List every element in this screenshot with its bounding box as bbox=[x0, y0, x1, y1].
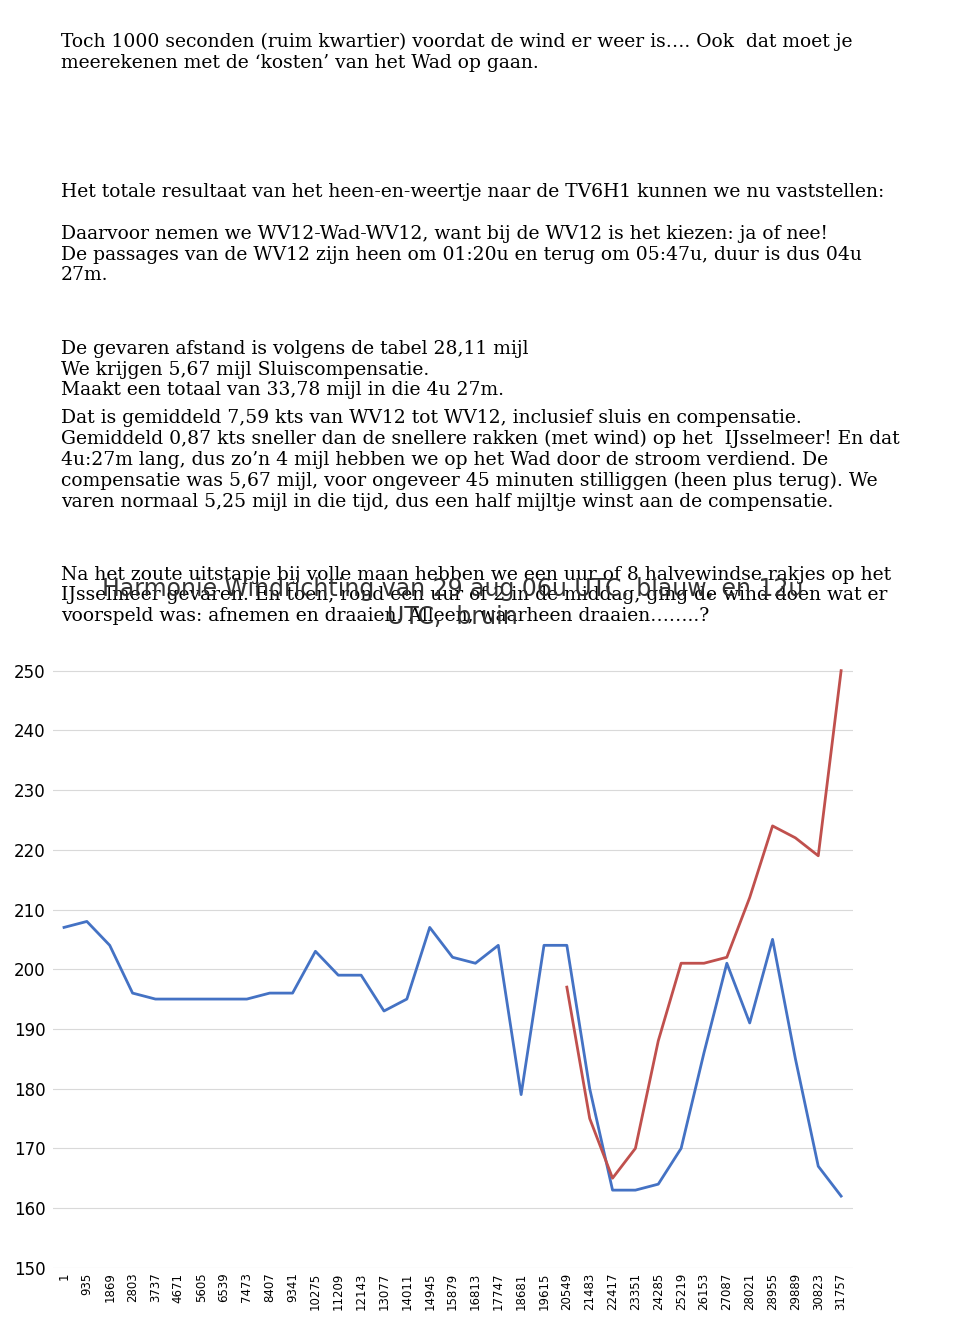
Text: De gevaren afstand is volgens de tabel 28,11 mijl
We krijgen 5,67 mijl Sluiscomp: De gevaren afstand is volgens de tabel 2… bbox=[60, 340, 528, 400]
Text: Toch 1000 seconden (ruim kwartier) voordat de wind er weer is…. Ook  dat moet je: Toch 1000 seconden (ruim kwartier) voord… bbox=[60, 33, 852, 71]
Text: Dat is gemiddeld 7,59 kts van WV12 tot WV12, inclusief sluis en compensatie.
Gem: Dat is gemiddeld 7,59 kts van WV12 tot W… bbox=[60, 409, 900, 511]
Text: Na het zoute uitstapje bij volle maan hebben we een uur of 8 halvewindse rakjes : Na het zoute uitstapje bij volle maan he… bbox=[60, 565, 891, 625]
Title: Harmonie Windrichting van 29 aug 06u UTC, blauw, en 12u
UTC,  bruin: Harmonie Windrichting van 29 aug 06u UTC… bbox=[102, 577, 804, 629]
Text: Het totale resultaat van het heen-en-weertje naar de TV6H1 kunnen we nu vaststel: Het totale resultaat van het heen-en-wee… bbox=[60, 183, 884, 285]
